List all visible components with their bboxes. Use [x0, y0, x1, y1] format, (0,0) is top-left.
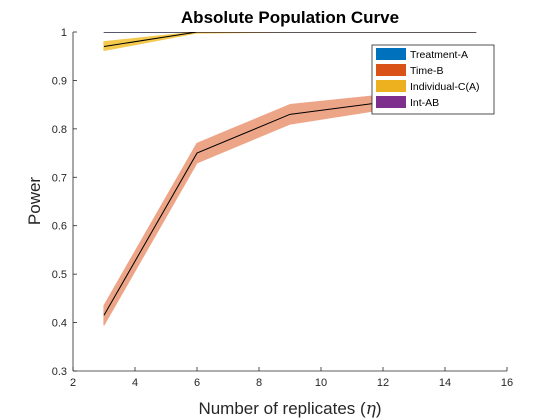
legend-label-individual-c: Individual-C(A) [410, 81, 479, 93]
legend-label-int-ab: Int-AB [410, 97, 439, 109]
legend-swatch-time-b [376, 64, 406, 76]
x-tick-label: 12 [377, 377, 389, 389]
x-axis-label-text: Number of replicates ( [198, 399, 366, 418]
legend-item-int-ab: Int-AB [376, 96, 439, 109]
legend-item-individual-c: Individual-C(A) [376, 80, 479, 93]
x-tick-label: 4 [132, 377, 138, 389]
band-individual-c-a [103, 32, 477, 52]
legend: Treatment-A Time-B Individual-C(A) Int-A… [371, 44, 495, 115]
x-axis-label: Number of replicates (η) [198, 399, 381, 419]
x-tick-label: 16 [501, 377, 513, 389]
y-tick-label: 0.4 [52, 318, 67, 330]
y-tick-label: 0.7 [52, 172, 67, 184]
y-axis-label: Power [25, 177, 44, 226]
y-tick-label: 0.6 [52, 221, 67, 233]
x-axis-label-close: ) [376, 399, 382, 418]
legend-item-treatment-a: Treatment-A [376, 48, 468, 61]
y-tick-label: 0.8 [52, 124, 67, 136]
y-tick-label: 0.5 [52, 269, 67, 281]
legend-item-time-b: Time-B [376, 64, 443, 77]
legend-label-treatment-a: Treatment-A [410, 49, 468, 61]
axes: 2 4 6 8 10 12 14 16 0.3 0.4 0.5 0.6 0.7 0.8 0.9 1 [52, 27, 513, 389]
y-tick-label: 0.9 [52, 75, 67, 87]
y-tick-label: 1 [61, 27, 67, 39]
y-tick-label: 0.3 [52, 366, 67, 378]
x-tick-label: 8 [256, 377, 262, 389]
legend-swatch-treatment-a [376, 48, 406, 60]
x-tick-label: 2 [70, 377, 76, 389]
legend-swatch-individual-c [376, 80, 406, 92]
line-individual-c-a [103, 32, 476, 48]
x-axis-label-symbol: η [366, 399, 377, 419]
chart-title: Absolute Population Curve [181, 8, 399, 27]
legend-label-time-b: Time-B [410, 65, 443, 77]
legend-swatch-int-ab [376, 96, 406, 108]
x-tick-label: 10 [315, 377, 327, 389]
x-tick-label: 6 [194, 377, 200, 389]
x-tick-label: 14 [439, 377, 451, 389]
